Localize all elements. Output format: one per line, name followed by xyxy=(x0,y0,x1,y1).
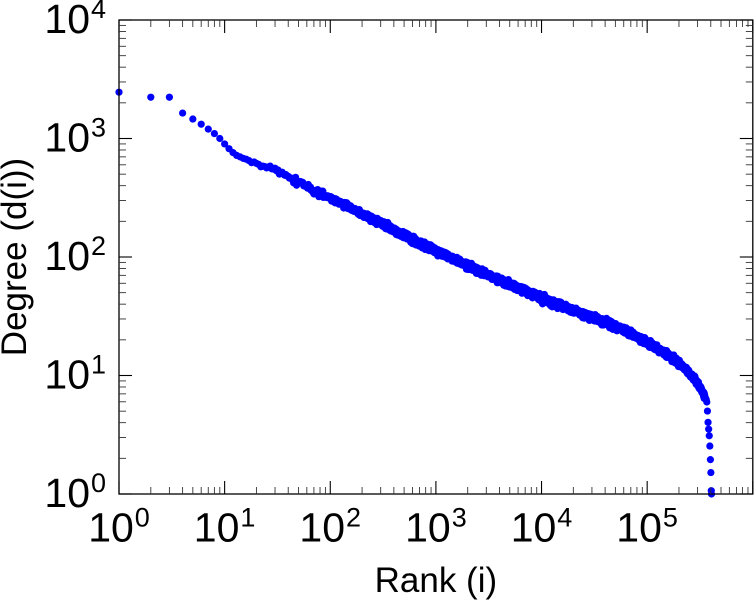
svg-text:Rank (i): Rank (i) xyxy=(375,561,498,600)
svg-text:101: 101 xyxy=(194,503,256,551)
svg-text:102: 102 xyxy=(299,503,361,551)
svg-text:100: 100 xyxy=(88,503,150,551)
svg-text:104: 104 xyxy=(511,503,573,551)
svg-text:Degree (d(i)): Degree (d(i)) xyxy=(0,158,34,356)
svg-text:103: 103 xyxy=(44,113,106,161)
svg-text:104: 104 xyxy=(44,0,106,42)
svg-text:103: 103 xyxy=(405,503,467,551)
svg-text:102: 102 xyxy=(44,231,106,279)
svg-text:105: 105 xyxy=(616,503,678,551)
svg-text:101: 101 xyxy=(44,350,106,398)
